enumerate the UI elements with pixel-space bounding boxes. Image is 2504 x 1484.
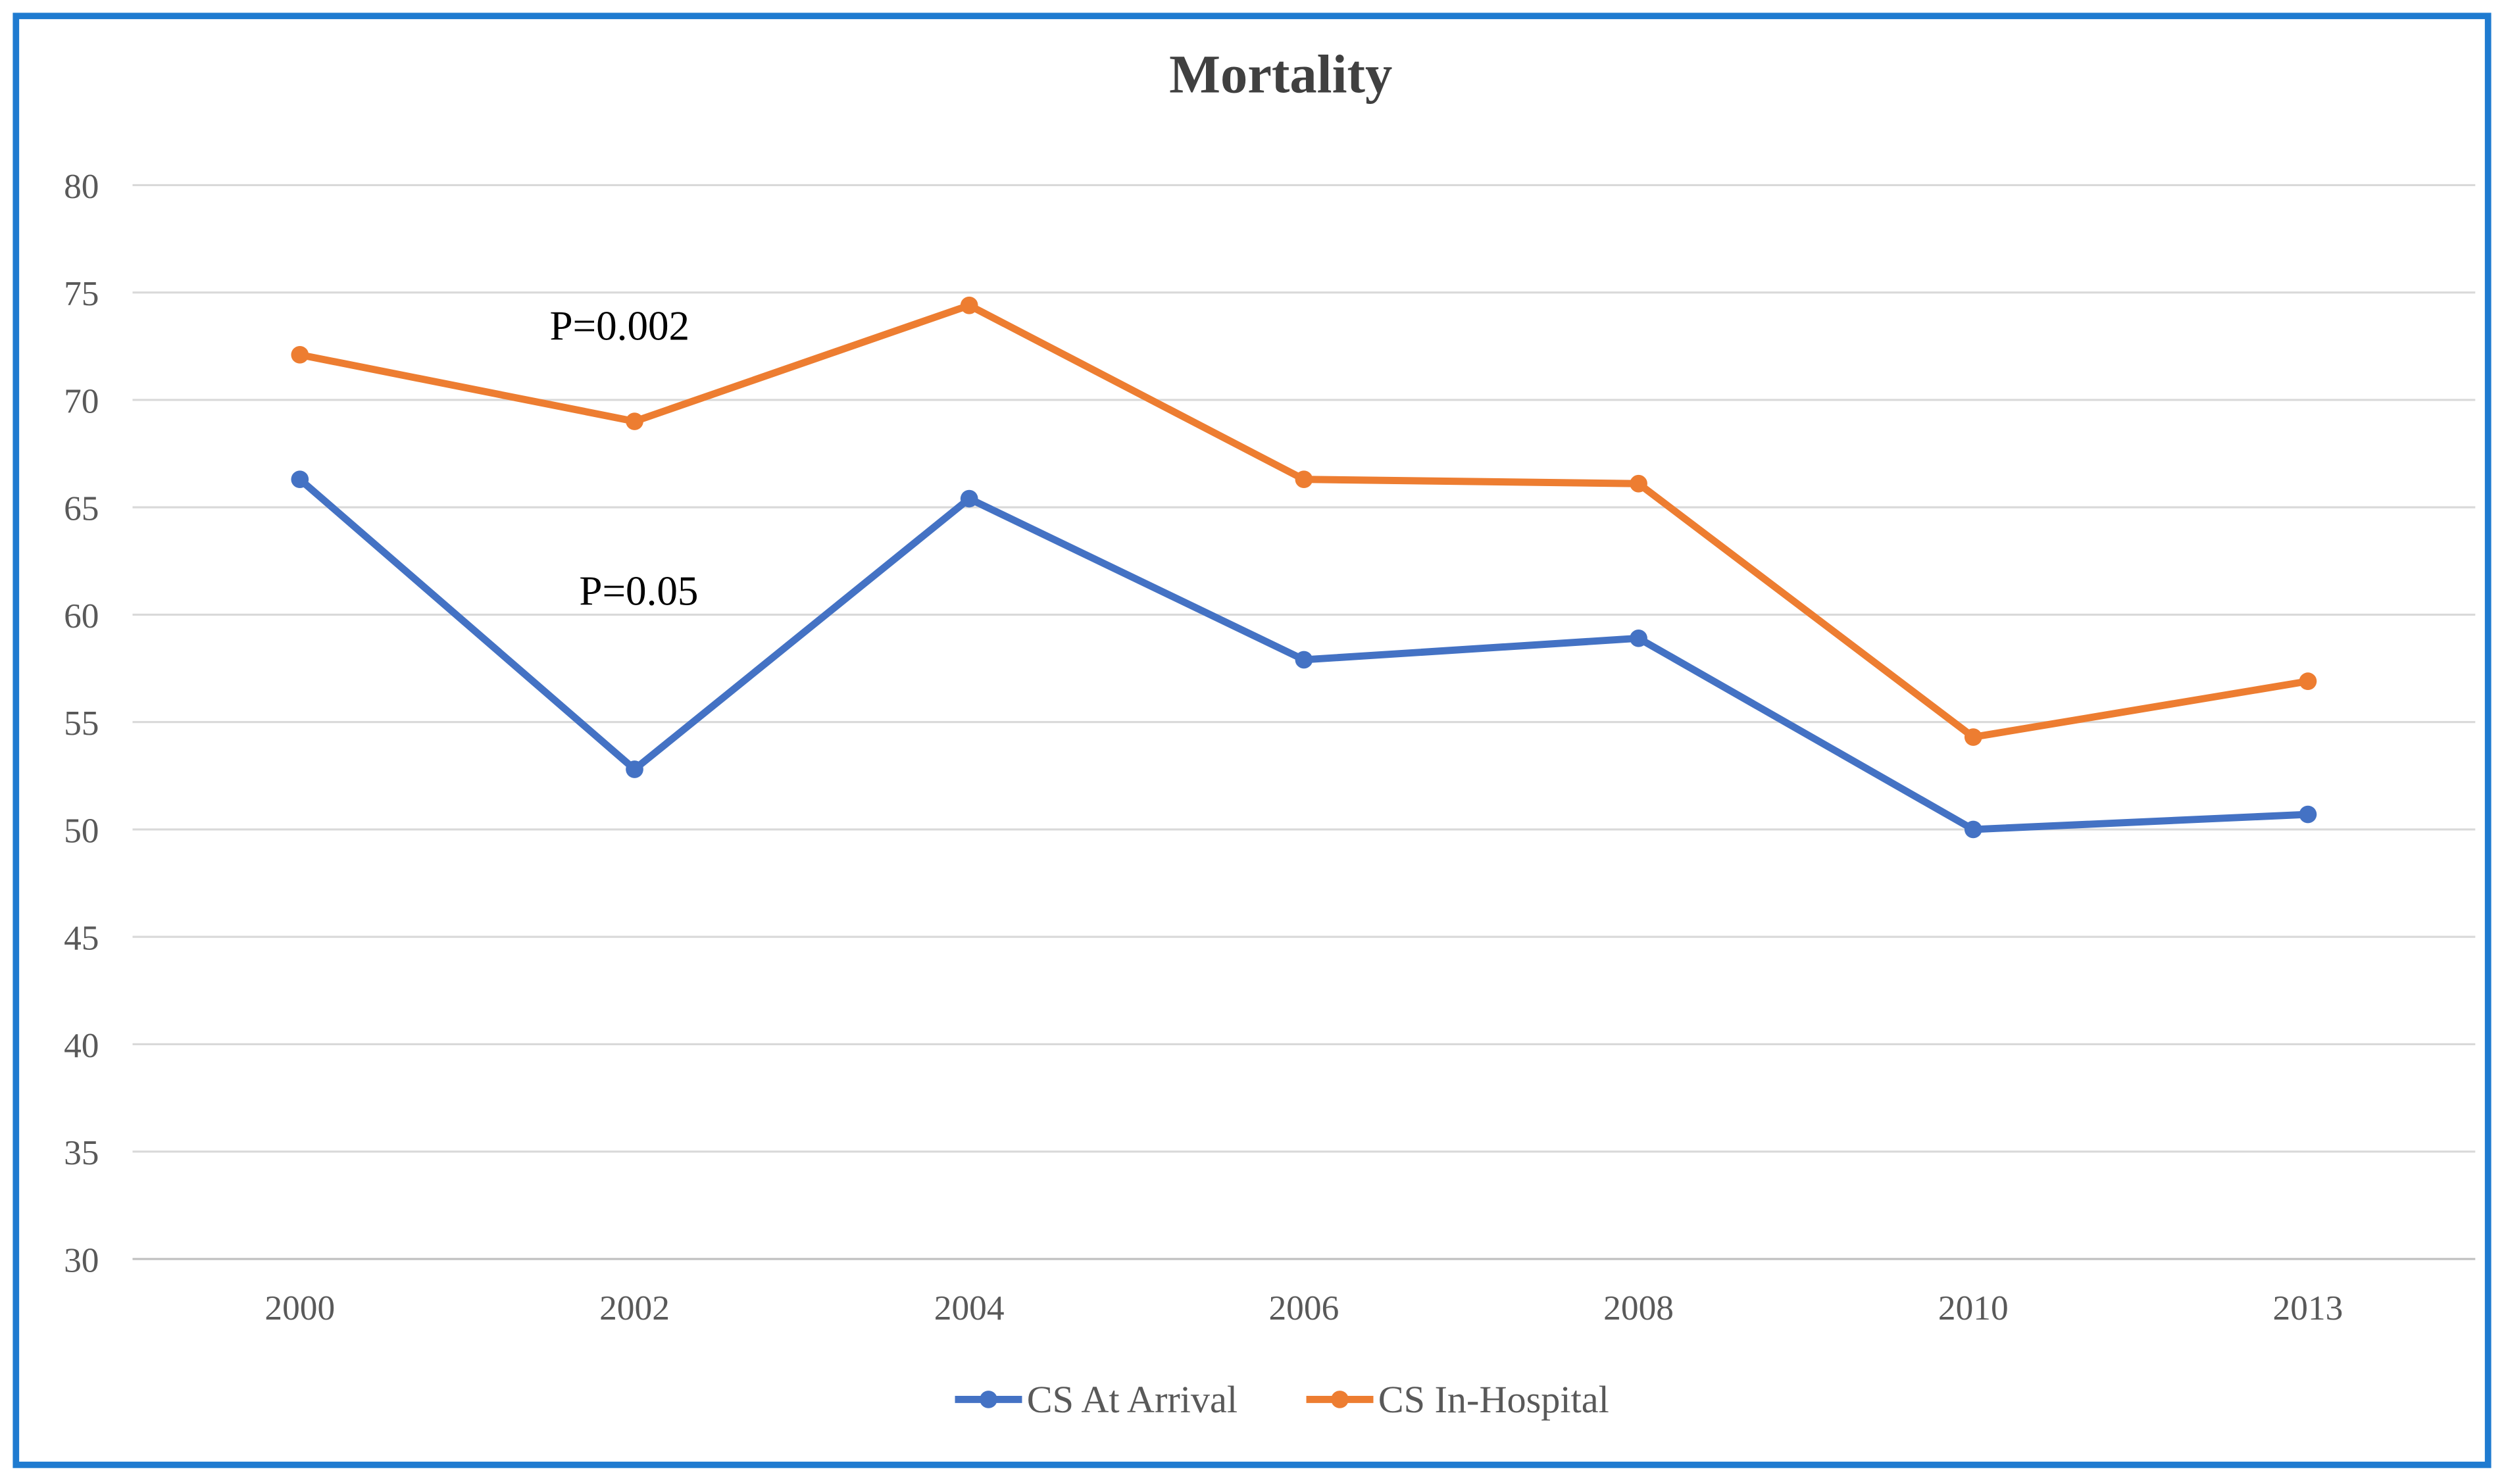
legend-label: CS In-Hospital xyxy=(1378,1378,1609,1421)
x-tick-label: 2000 xyxy=(264,1288,335,1327)
y-tick-label: 70 xyxy=(64,381,99,420)
data-point xyxy=(1295,651,1313,669)
y-tick-label: 75 xyxy=(64,274,99,313)
data-point xyxy=(2299,672,2317,690)
data-point xyxy=(291,470,309,489)
y-tick-label: 40 xyxy=(64,1026,99,1065)
y-tick-label: 30 xyxy=(64,1240,99,1279)
y-tick-label: 60 xyxy=(64,596,99,635)
legend-label: CS At Arrival xyxy=(1027,1378,1238,1421)
legend: CS At Arrival CS In-Hospital xyxy=(955,1378,1609,1421)
data-point xyxy=(626,412,643,430)
y-tick-label: 35 xyxy=(64,1133,99,1172)
x-tick-label: 2010 xyxy=(1938,1288,2009,1327)
data-point xyxy=(2299,805,2317,824)
x-axis-ticks: 2000 2002 2004 2006 2008 2010 2013 xyxy=(264,1288,2343,1327)
x-tick-label: 2006 xyxy=(1268,1288,1339,1327)
annotation-p-inhospital: P=0.002 xyxy=(549,303,689,349)
data-point xyxy=(626,760,643,778)
legend-swatch-marker xyxy=(980,1391,997,1408)
series-lines xyxy=(291,296,2317,839)
data-point xyxy=(1295,470,1313,489)
y-tick-label: 65 xyxy=(64,489,99,528)
data-point xyxy=(1964,728,1982,746)
legend-swatch-marker xyxy=(1331,1391,1349,1408)
data-point xyxy=(1630,474,1647,493)
data-point xyxy=(291,345,309,364)
y-axis-ticks: 30 35 40 45 50 55 60 65 70 75 80 xyxy=(64,166,99,1280)
data-point xyxy=(960,296,978,314)
y-tick-label: 55 xyxy=(64,703,99,743)
y-tick-label: 50 xyxy=(64,810,99,850)
x-tick-label: 2002 xyxy=(599,1288,670,1327)
chart-frame xyxy=(13,12,2491,1468)
x-tick-label: 2004 xyxy=(934,1288,1005,1327)
x-tick-label: 2013 xyxy=(2273,1288,2343,1327)
data-point xyxy=(960,489,978,508)
chart-title: Mortality xyxy=(1169,44,1392,105)
gridlines xyxy=(132,184,2476,1260)
y-tick-label: 80 xyxy=(64,166,99,206)
data-point xyxy=(1630,629,1647,647)
data-point xyxy=(1964,820,1982,839)
x-tick-label: 2008 xyxy=(1603,1288,1674,1327)
annotation-p-arrival: P=0.05 xyxy=(579,568,698,614)
y-tick-label: 45 xyxy=(64,918,99,958)
